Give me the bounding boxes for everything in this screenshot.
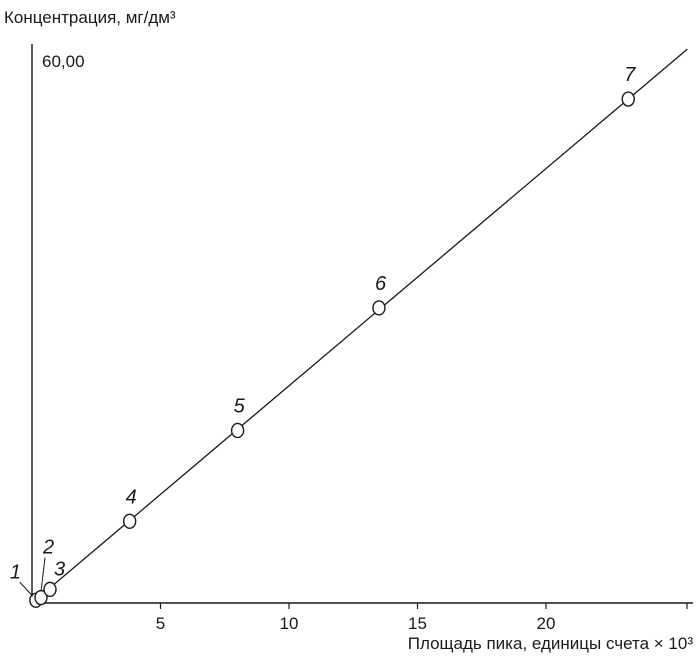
data-point-label: 1 <box>10 561 21 583</box>
leader-line <box>19 581 34 597</box>
leader-line <box>40 557 46 592</box>
data-point <box>230 422 245 439</box>
x-tick-label: 5 <box>156 614 165 633</box>
data-point-label: 6 <box>375 273 387 295</box>
x-tick-label: 20 <box>537 614 556 633</box>
x-tick-label: 15 <box>408 614 427 633</box>
data-point <box>621 91 635 107</box>
y-axis-title: Концентрация, мг/дм³ <box>4 8 176 27</box>
data-point-label: 4 <box>126 486 137 508</box>
data-point-label: 3 <box>54 558 65 580</box>
data-point-label: 5 <box>234 395 246 417</box>
data-point-label: 2 <box>42 537 54 559</box>
data-point <box>122 513 137 529</box>
data-point <box>43 581 57 598</box>
data-point <box>372 300 386 316</box>
calibration-line <box>31 48 688 604</box>
x-tick-label: 10 <box>280 614 299 633</box>
data-point-label: 7 <box>624 64 636 86</box>
y-axis-max-label: 60,00 <box>42 52 85 71</box>
x-axis-title: Площадь пика, единицы счета × 10³ <box>407 634 693 653</box>
